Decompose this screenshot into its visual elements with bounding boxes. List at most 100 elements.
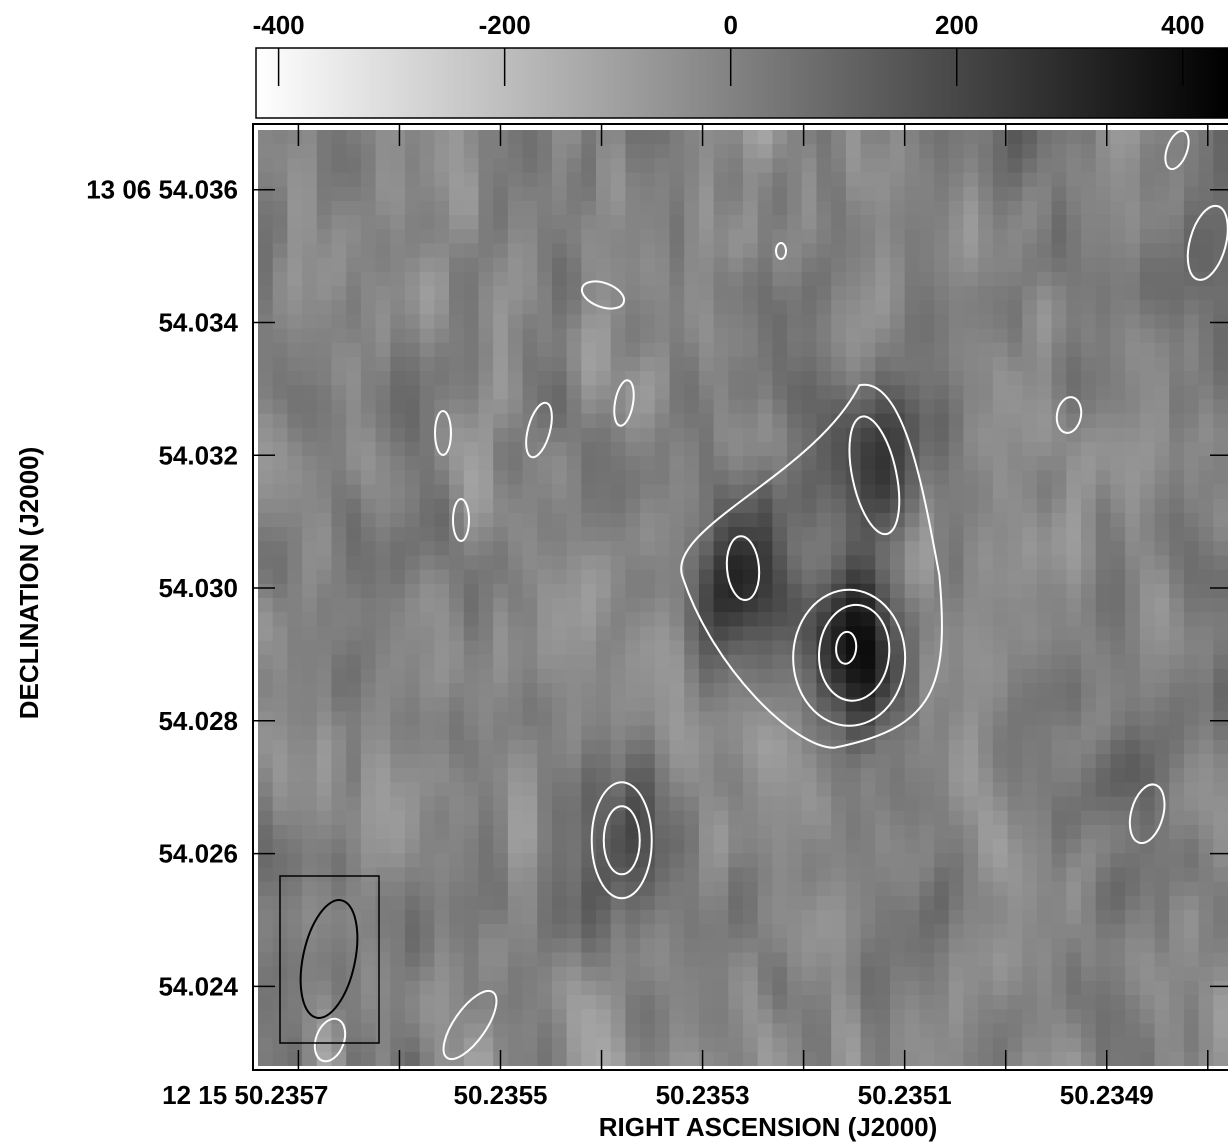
heatmap-cell — [875, 229, 891, 245]
heatmap-cell — [978, 484, 994, 500]
heatmap-cell — [743, 995, 759, 1010]
heatmap-cell — [258, 583, 274, 599]
heatmap-cell — [1066, 966, 1082, 982]
heatmap-cell — [360, 215, 377, 230]
heatmap-cell — [478, 824, 494, 840]
heatmap-cell — [948, 300, 965, 315]
heatmap-cell — [1169, 910, 1185, 925]
heatmap-cell — [596, 938, 612, 954]
heatmap-cell — [816, 910, 832, 925]
heatmap-cell — [581, 980, 597, 996]
heatmap-cell — [772, 371, 788, 386]
heatmap-cell — [743, 796, 759, 812]
heatmap-cell — [698, 257, 715, 273]
heatmap-cell — [684, 158, 700, 174]
heatmap-cell — [640, 300, 656, 315]
heatmap-cell — [434, 867, 450, 883]
heatmap-cell — [757, 498, 773, 514]
heatmap-cell — [258, 640, 274, 656]
heatmap-cell — [302, 328, 318, 344]
heatmap-cell — [1198, 569, 1214, 585]
heatmap-cell — [449, 413, 465, 429]
heatmap-cell — [537, 824, 553, 840]
heatmap-cell — [1007, 711, 1023, 727]
heatmap-cell — [919, 498, 935, 514]
heatmap-cell — [316, 824, 333, 840]
heatmap-cell — [1213, 725, 1228, 741]
heatmap-cell — [787, 512, 803, 528]
heatmap-cell — [934, 938, 950, 954]
heatmap-cell — [331, 172, 347, 188]
heatmap-cell — [1022, 1009, 1038, 1025]
heatmap-cell — [1183, 824, 1200, 840]
heatmap-cell — [302, 271, 318, 287]
heatmap-cell — [1066, 1009, 1082, 1025]
heatmap-cell — [1139, 739, 1156, 755]
heatmap-cell — [948, 810, 965, 826]
heatmap-cell — [684, 626, 700, 642]
heatmap-cell — [302, 754, 318, 769]
heatmap-cell — [566, 895, 582, 911]
heatmap-cell — [434, 328, 450, 344]
heatmap-cell — [1081, 839, 1097, 854]
heatmap-cell — [1198, 810, 1214, 826]
heatmap-cell — [1183, 399, 1200, 415]
heatmap-cell — [596, 626, 612, 642]
heatmap-cell — [654, 371, 671, 386]
heatmap-cell — [948, 853, 965, 869]
heatmap-cell — [698, 796, 715, 812]
heatmap-cell — [919, 215, 935, 230]
heatmap-cell — [801, 980, 818, 996]
heatmap-cell — [831, 839, 847, 854]
heatmap-cell — [1154, 215, 1170, 230]
heatmap-cell — [640, 512, 656, 528]
heatmap-cell — [904, 498, 920, 514]
heatmap-cell — [889, 867, 906, 883]
heatmap-cell — [610, 810, 627, 826]
heatmap-cell — [684, 257, 700, 273]
heatmap-cell — [889, 569, 906, 585]
heatmap-cell — [537, 328, 553, 344]
heatmap-cell — [1081, 853, 1097, 869]
heatmap-cell — [698, 782, 715, 798]
heatmap-cell — [610, 910, 627, 925]
heatmap-cell — [640, 215, 656, 230]
heatmap-cell — [992, 966, 1009, 982]
heatmap-cell — [1154, 1009, 1170, 1025]
heatmap-cell — [493, 824, 509, 840]
heatmap-cell — [390, 512, 406, 528]
heatmap-cell — [1081, 895, 1097, 911]
heatmap-cell — [801, 1009, 818, 1025]
heatmap-cell — [346, 654, 362, 670]
heatmap-cell — [919, 910, 935, 925]
heatmap-cell — [390, 286, 406, 301]
heatmap-cell — [404, 484, 421, 500]
heatmap-cell — [1198, 782, 1214, 798]
heatmap-cell — [404, 796, 421, 812]
heatmap-cell — [390, 186, 406, 202]
heatmap-cell — [1066, 498, 1082, 514]
heatmap-cell — [787, 229, 803, 245]
heatmap-cell — [698, 541, 715, 557]
heatmap-cell — [948, 924, 965, 939]
heatmap-cell — [787, 442, 803, 457]
heatmap-cell — [434, 654, 450, 670]
heatmap-cell — [596, 484, 612, 500]
heatmap-cell — [596, 555, 612, 571]
heatmap-cell — [948, 484, 965, 500]
heatmap-cell — [934, 172, 950, 188]
heatmap-cell — [1066, 924, 1082, 939]
heatmap-cell — [963, 130, 979, 145]
heatmap-cell — [566, 300, 582, 315]
heatmap-cell — [478, 413, 494, 429]
heatmap-cell — [507, 654, 524, 670]
heatmap-cell — [669, 271, 685, 287]
heatmap-cell — [787, 328, 803, 344]
heatmap-cell — [346, 512, 362, 528]
heatmap-cell — [375, 442, 391, 457]
heatmap-cell — [478, 895, 494, 911]
heatmap-cell — [478, 158, 494, 174]
heatmap-cell — [625, 1023, 641, 1039]
heatmap-cell — [272, 583, 288, 599]
heatmap-cell — [743, 456, 759, 471]
